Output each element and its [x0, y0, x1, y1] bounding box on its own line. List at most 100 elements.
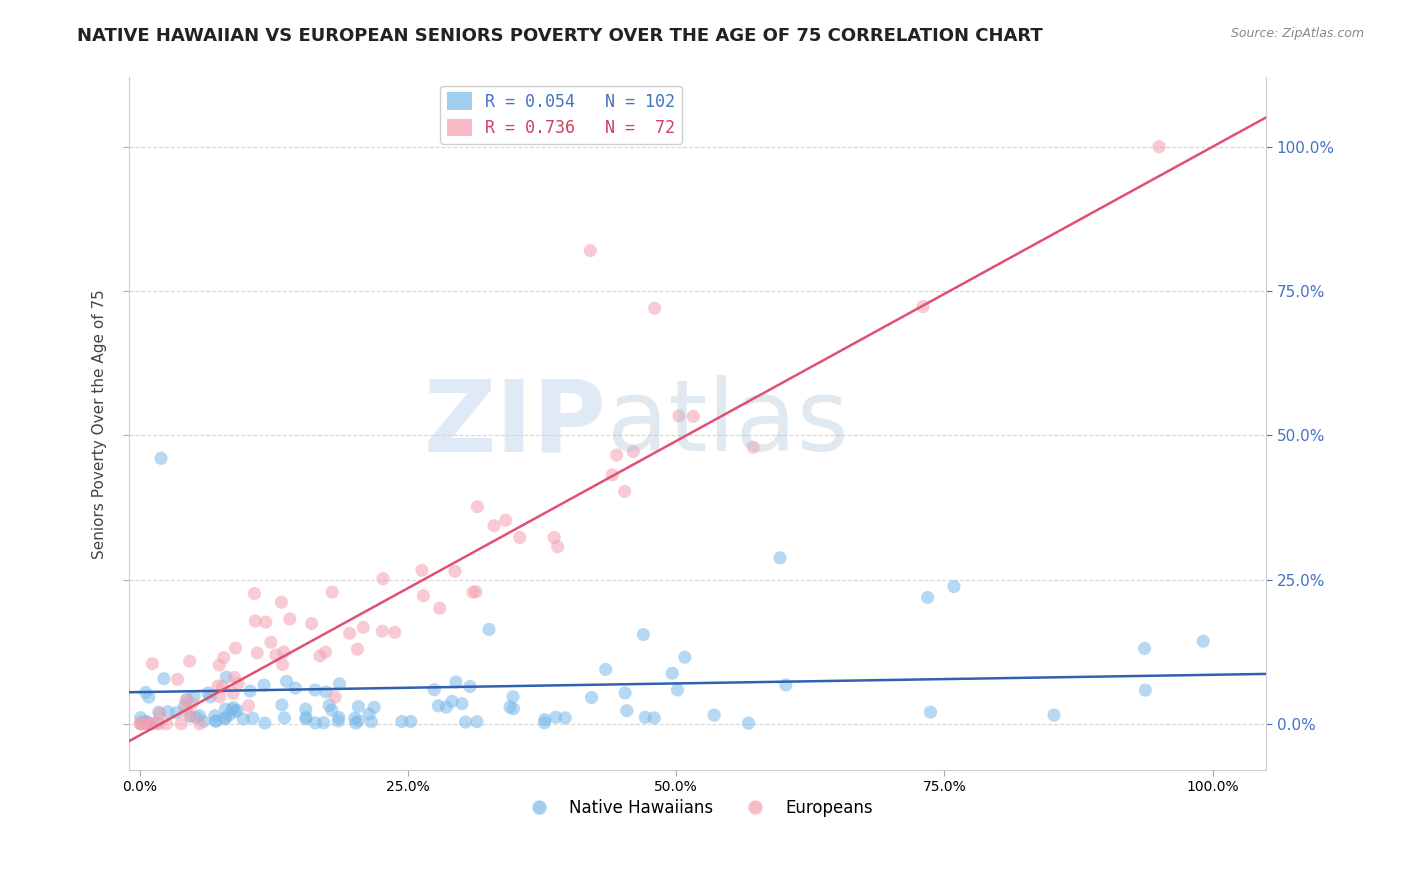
Point — [321, 585, 343, 599]
Point — [222, 686, 245, 700]
Point — [179, 654, 201, 668]
Point — [444, 565, 467, 579]
Point — [301, 616, 323, 631]
Point — [226, 703, 249, 717]
Point — [224, 705, 246, 719]
Point — [458, 680, 481, 694]
Point — [155, 716, 177, 731]
Point — [218, 708, 240, 723]
Point — [682, 409, 704, 424]
Point — [737, 716, 759, 731]
Point — [703, 708, 725, 723]
Point — [271, 698, 294, 712]
Point — [138, 690, 160, 705]
Point — [399, 714, 422, 729]
Point — [769, 550, 792, 565]
Point — [141, 716, 163, 731]
Point — [239, 684, 262, 698]
Point — [170, 716, 193, 731]
Point — [200, 690, 222, 704]
Point — [141, 657, 163, 671]
Point — [304, 715, 326, 730]
Point — [138, 716, 160, 731]
Point — [208, 690, 231, 704]
Point — [602, 467, 624, 482]
Point — [666, 682, 689, 697]
Point — [357, 706, 380, 721]
Point — [245, 614, 267, 628]
Point — [188, 708, 211, 723]
Point — [243, 586, 266, 600]
Point — [579, 244, 602, 258]
Point — [478, 623, 501, 637]
Point — [441, 694, 464, 708]
Point — [214, 712, 236, 726]
Point — [204, 708, 226, 723]
Point — [547, 540, 569, 554]
Point — [264, 648, 287, 662]
Point — [295, 710, 318, 724]
Point — [581, 690, 603, 705]
Point — [271, 657, 294, 672]
Point — [346, 642, 368, 657]
Point — [148, 705, 170, 719]
Point — [238, 698, 260, 713]
Point — [633, 627, 655, 641]
Point — [214, 711, 236, 725]
Point — [153, 672, 176, 686]
Point — [129, 716, 152, 731]
Point — [312, 715, 335, 730]
Point — [742, 440, 765, 454]
Point — [232, 712, 254, 726]
Text: NATIVE HAWAIIAN VS EUROPEAN SENIORS POVERTY OVER THE AGE OF 75 CORRELATION CHART: NATIVE HAWAIIAN VS EUROPEAN SENIORS POVE… — [77, 27, 1043, 45]
Point — [284, 681, 307, 695]
Point — [295, 712, 318, 726]
Point — [668, 409, 690, 423]
Point — [214, 702, 236, 716]
Point — [173, 698, 195, 713]
Point — [183, 690, 205, 704]
Point — [166, 706, 188, 720]
Point — [314, 645, 336, 659]
Point — [328, 677, 350, 691]
Point — [499, 700, 522, 714]
Point — [371, 624, 394, 639]
Point — [318, 698, 340, 713]
Point — [495, 513, 517, 527]
Point — [444, 675, 467, 690]
Point — [595, 663, 617, 677]
Point — [207, 679, 229, 693]
Point — [242, 711, 264, 725]
Text: ZIP: ZIP — [423, 376, 606, 472]
Point — [464, 584, 486, 599]
Point — [347, 714, 370, 728]
Point — [412, 589, 434, 603]
Text: Source: ZipAtlas.com: Source: ZipAtlas.com — [1230, 27, 1364, 40]
Point — [205, 714, 228, 728]
Point — [543, 531, 565, 545]
Point — [467, 500, 489, 514]
Point — [222, 700, 245, 714]
Point — [304, 683, 326, 698]
Point — [644, 301, 666, 316]
Point — [634, 710, 657, 724]
Point — [273, 645, 295, 659]
Point — [294, 702, 316, 716]
Point — [502, 690, 524, 704]
Point — [181, 697, 204, 711]
Point — [131, 715, 153, 730]
Point — [226, 676, 249, 690]
Point — [129, 711, 152, 725]
Point — [465, 714, 488, 729]
Point — [156, 705, 179, 719]
Point — [363, 700, 385, 714]
Point — [150, 451, 173, 466]
Point — [179, 709, 201, 723]
Point — [174, 704, 197, 718]
Point — [360, 714, 382, 729]
Point — [616, 704, 638, 718]
Point — [132, 716, 155, 731]
Point — [943, 580, 966, 594]
Point — [1192, 634, 1215, 648]
Point — [212, 650, 235, 665]
